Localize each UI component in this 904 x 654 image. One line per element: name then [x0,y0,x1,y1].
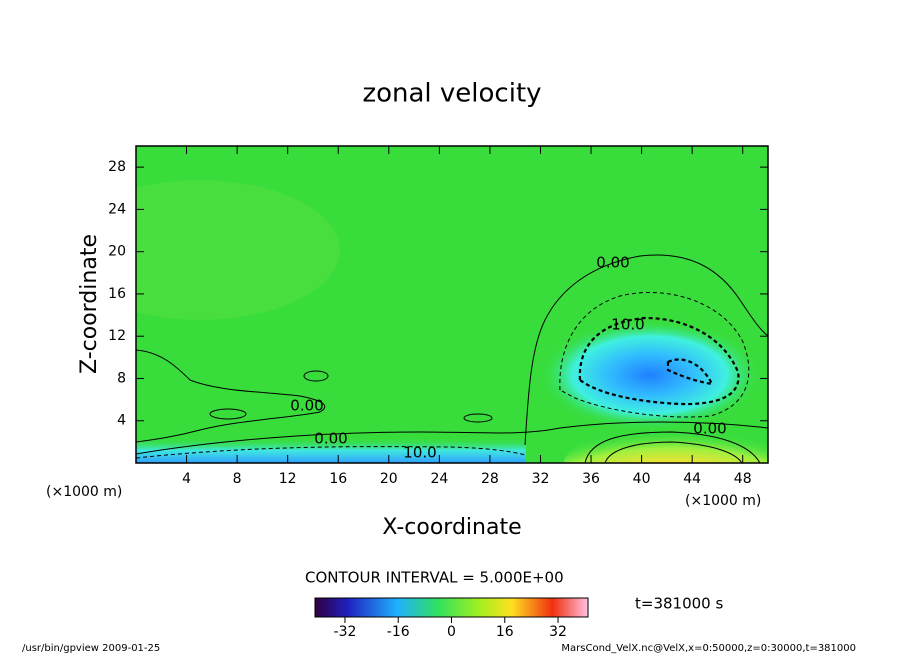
time-label: t=381000 s [635,595,723,613]
contour-label: 0.00 [314,430,347,448]
x-tick-label: 16 [329,471,347,487]
x-tick-label: 28 [481,471,499,487]
contour-label: 0.00 [693,420,726,438]
x-tick-label: 32 [532,471,550,487]
y-tick-label: 20 [108,244,126,260]
colorbar-tick-label: 32 [549,624,567,640]
x-tick-label: 48 [734,471,752,487]
footer-right: MarsCond_VelX.nc@VelX,x=0:50000,z=0:3000… [561,643,856,654]
contour-label: 10.0 [403,444,436,462]
y-tick-label: 4 [117,413,126,429]
x-tick-label: 36 [582,471,600,487]
y-tick-label: 24 [108,201,126,217]
x-tick-label: 40 [633,471,651,487]
contour-label: 0.00 [290,397,323,415]
x-tick-label: 44 [683,471,701,487]
y-tick-label: 8 [117,370,126,386]
x-axis-label: X-coordinate [382,515,521,540]
plot-frame [135,145,769,464]
colorbar-tick-label: -16 [387,624,410,640]
y-tick-label: 12 [108,328,126,344]
y-tick-label: 16 [108,286,126,302]
y-tick-label: 28 [108,159,126,175]
x-unit-label: (×1000 m) [685,493,761,509]
footer-left: /usr/bin/gpview 2009-01-25 [22,643,160,654]
x-tick-label: 24 [430,471,448,487]
y-axis-label: Z-coordinate [77,234,102,374]
contour-field [136,146,768,463]
contour-label: 10.0 [611,316,644,334]
chart-title: zonal velocity [362,79,541,109]
colorbar-tick-label: 16 [496,624,514,640]
x-tick-label: 12 [279,471,297,487]
colorbar [314,597,589,618]
x-tick-label: 20 [380,471,398,487]
contour-interval: CONTOUR INTERVAL = 5.000E+00 [305,569,564,587]
x-tick-label: 8 [233,471,242,487]
x-unit-label: (×1000 m) [46,484,122,500]
x-tick-label: 4 [182,471,191,487]
colorbar-tick-label: -32 [334,624,357,640]
contour-label: 0.00 [596,254,629,272]
colorbar-tick-label: 0 [447,624,456,640]
